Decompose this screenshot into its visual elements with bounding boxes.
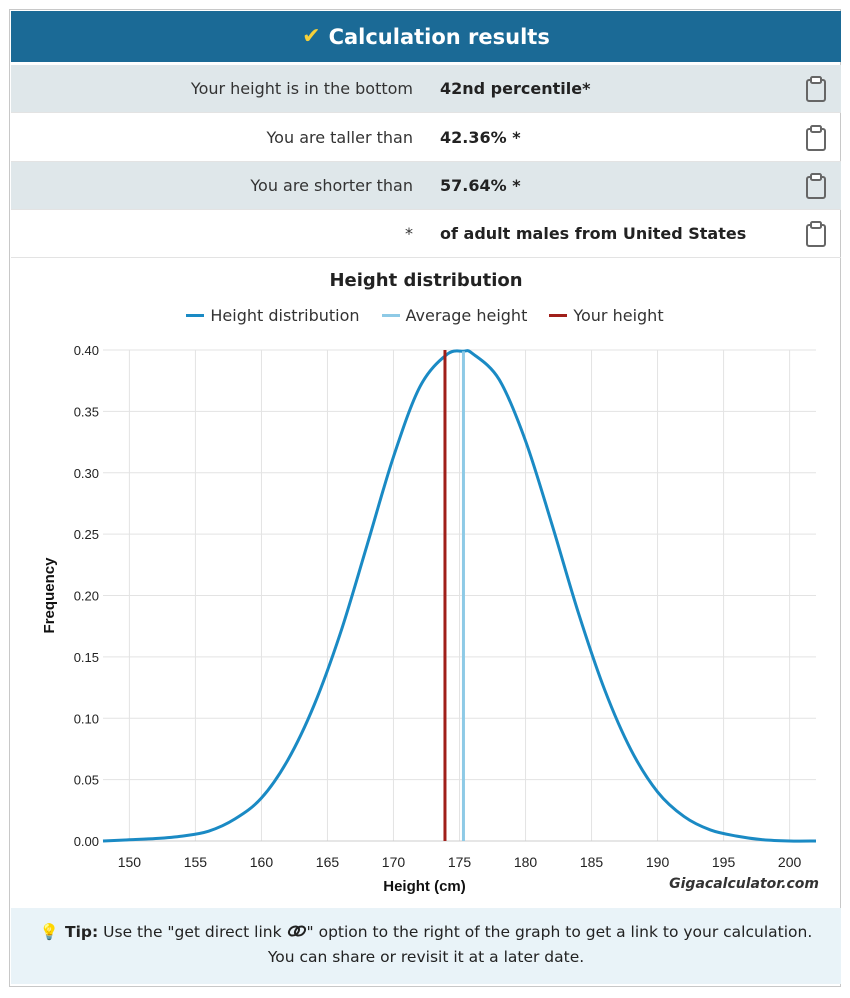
checkmark-icon: ✔ xyxy=(302,24,321,49)
y-axis-label: Frequency xyxy=(41,557,58,634)
y-tick-label: 0.15 xyxy=(74,650,99,665)
legend-item-yours[interactable]: Your height xyxy=(549,306,664,325)
result-row-percentile: Your height is in the bottom 42nd percen… xyxy=(11,65,841,113)
x-tick-label: 180 xyxy=(514,854,538,870)
tip-text-after: " option to the right of the graph to ge… xyxy=(267,923,813,966)
x-tick-label: 190 xyxy=(646,854,670,870)
results-title: Calculation results xyxy=(328,24,550,49)
x-tick-label: 185 xyxy=(580,854,604,870)
clipboard-icon[interactable] xyxy=(805,75,827,102)
y-tick-label: 0.25 xyxy=(74,527,99,542)
result-value: of adult males from United States xyxy=(440,224,747,243)
result-row-population: * of adult males from United States xyxy=(11,210,841,258)
legend-swatch xyxy=(381,314,400,317)
y-tick-label: 0.05 xyxy=(74,773,99,788)
legend-item-average[interactable]: Average height xyxy=(381,306,528,325)
x-tick-label: 195 xyxy=(712,854,736,870)
tip-text-before: Use the "get direct link xyxy=(103,923,282,941)
x-axis-label: Height (cm) xyxy=(383,878,466,895)
legend-swatch xyxy=(549,314,568,317)
y-tick-label: 0.40 xyxy=(74,343,99,358)
tip-label: Tip: xyxy=(65,923,99,941)
x-tick-label: 200 xyxy=(778,854,802,870)
clipboard-icon[interactable] xyxy=(805,124,827,151)
legend-label: Height distribution xyxy=(210,306,360,325)
lightbulb-icon: 💡 xyxy=(39,923,60,941)
results-header: ✔ Calculation results xyxy=(11,11,841,62)
legend-swatch xyxy=(186,314,205,317)
legend-label: Average height xyxy=(405,306,528,325)
result-label: You are taller than xyxy=(266,128,413,147)
x-tick-label: 170 xyxy=(382,854,406,870)
x-tick-label: 160 xyxy=(250,854,274,870)
result-value: 57.64% * xyxy=(440,176,521,195)
y-tick-label: 0.35 xyxy=(74,404,99,419)
chart-title: Height distribution xyxy=(329,270,523,291)
result-value: 42.36% * xyxy=(440,128,521,147)
result-label: You are shorter than xyxy=(250,176,413,195)
y-tick-label: 0.10 xyxy=(74,711,99,726)
result-row-taller: You are taller than 42.36% * xyxy=(11,114,841,162)
x-tick-label: 175 xyxy=(448,854,472,870)
x-tick-label: 165 xyxy=(316,854,340,870)
y-tick-label: 0.00 xyxy=(74,834,99,849)
clipboard-icon[interactable] xyxy=(805,172,827,199)
x-tick-label: 155 xyxy=(184,854,208,870)
result-label: * xyxy=(405,224,413,243)
result-label: Your height is in the bottom xyxy=(190,79,413,98)
y-tick-label: 0.30 xyxy=(74,466,99,481)
y-tick-label: 0.20 xyxy=(74,589,99,604)
tip-box: 💡 Tip: Use the "get direct link " option … xyxy=(11,908,841,984)
result-row-shorter: You are shorter than 57.64% * xyxy=(11,162,841,210)
link-icon xyxy=(287,925,306,937)
distribution-line xyxy=(102,349,817,843)
chart-legend: Height distribution Average height Your … xyxy=(0,306,850,325)
legend-item-distribution[interactable]: Height distribution xyxy=(186,306,360,325)
watermark: Gigacalculator.com xyxy=(669,876,819,892)
x-tick-label: 150 xyxy=(118,854,142,870)
result-value: 42nd percentile* xyxy=(440,79,591,98)
clipboard-icon[interactable] xyxy=(805,220,827,247)
legend-label: Your height xyxy=(573,306,664,325)
